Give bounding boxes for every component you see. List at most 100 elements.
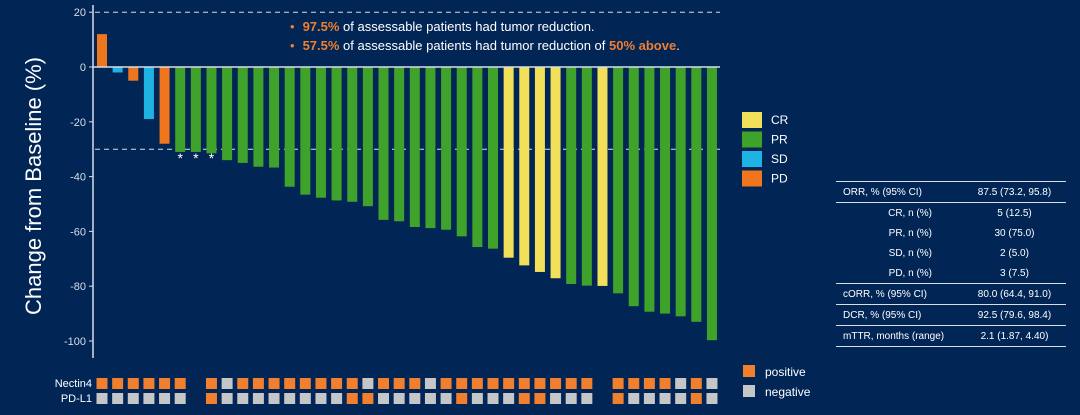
- asterisk-mark: *: [209, 150, 215, 166]
- bar-38-PR: [675, 67, 686, 317]
- bar-10-PR: [237, 67, 248, 163]
- bar-28-CR: [519, 67, 530, 266]
- biomarker-negative: [659, 393, 671, 404]
- bar-22-PR: [425, 67, 436, 229]
- table-row: mTTR, months (range) 2.1 (1.87, 4.40): [836, 325, 1066, 347]
- biomarker-positive: [378, 378, 390, 389]
- biomarker-positive: [409, 378, 421, 389]
- biomarker-positive: [205, 393, 217, 404]
- biomarker-positive: [628, 378, 640, 389]
- legend-swatch-CR: [742, 112, 762, 128]
- bar-30-CR: [550, 67, 561, 279]
- biomarker-positive: [205, 378, 217, 389]
- biomarker-positive: [440, 378, 452, 389]
- biomarker-negative: [440, 393, 452, 404]
- biomarker-positive: [315, 378, 327, 389]
- table-label: DCR, % (95% CI): [843, 309, 922, 321]
- table-label: PD, n (%): [888, 267, 932, 279]
- legend-label-PR: PR: [771, 133, 788, 147]
- asterisk-mark: *: [193, 150, 199, 166]
- bar-12-PR: [269, 67, 280, 168]
- biomarker-positive: [581, 378, 593, 389]
- bar-27-CR: [503, 67, 514, 258]
- biomarker-positive: [143, 378, 155, 389]
- biomarker-negative: [284, 393, 296, 404]
- legend-swatch-PR: [742, 131, 762, 148]
- biomarker-positive: [174, 378, 186, 389]
- biomarker-negative: [409, 393, 421, 404]
- biomarker-positive: [534, 378, 546, 389]
- biomarker-positive: [112, 378, 124, 389]
- biomarker-negative: [252, 393, 264, 404]
- table-label: ORR, % (95% CI): [843, 186, 922, 198]
- biomarker-negative: [675, 393, 687, 404]
- table-row: CR, n (%) 5 (12.5): [836, 202, 1066, 223]
- bar-1-PD: [97, 34, 107, 67]
- table-row: PD, n (%) 3 (7.5): [836, 263, 1066, 283]
- table-label: cORR, % (95% CI): [843, 288, 927, 300]
- bar-5-PD: [159, 67, 170, 144]
- biomarker-negative: [378, 393, 390, 404]
- biomarker-positive: [393, 378, 405, 389]
- biomarker-positive: [690, 378, 702, 389]
- biomarker-positive: [96, 378, 108, 389]
- biomarker-negative: [237, 393, 249, 404]
- response-summary-table: ORR, % (95% CI) 87.5 (73.2, 95.8) CR, n (%…: [836, 181, 1066, 347]
- bar-37-PR: [660, 67, 671, 314]
- biomarker-positive: [331, 378, 343, 389]
- asterisk-mark: *: [177, 150, 183, 166]
- biomarker-negative: [127, 393, 139, 404]
- biomarker-negative: [581, 393, 593, 404]
- biomarker-positive: [362, 393, 374, 404]
- legend-swatch-SD: [742, 151, 762, 167]
- biomarker-negative: [393, 393, 405, 404]
- biomarker-negative: [96, 393, 108, 404]
- biomarker-negative: [299, 393, 311, 404]
- biomarker-negative: [174, 393, 186, 404]
- bar-11-PR: [253, 67, 264, 167]
- legend-label-SD: SD: [771, 152, 788, 166]
- biomarker-negative: [221, 393, 233, 404]
- biomarker-positive: [456, 393, 468, 404]
- table-row: PR, n (%) 30 (75.0): [836, 223, 1066, 243]
- biomarker-negative: [424, 393, 436, 404]
- biomarker-label-Nectin4: Nectin4: [55, 378, 92, 390]
- bar-31-PR: [566, 67, 577, 285]
- biomarker-positive: [518, 393, 530, 404]
- biomarker-negative: [643, 393, 655, 404]
- bar-20-PR: [394, 67, 405, 222]
- biomarker-positive: [503, 378, 515, 389]
- table-value: 92.5 (79.6, 98.4): [977, 309, 1052, 321]
- biomarker-negative: [112, 393, 124, 404]
- legend-swatch-positive: [743, 365, 755, 377]
- biomarker-negative: [315, 393, 327, 404]
- bar-15-PR: [315, 67, 326, 198]
- table-row: SD, n (%) 2 (5.0): [836, 243, 1066, 263]
- biomarker-positive: [252, 378, 264, 389]
- biomarker-positive: [159, 378, 171, 389]
- y-tick-label: 0: [80, 62, 86, 74]
- annotation-line-1: • 97.5% of assessable patients had tumor …: [290, 19, 595, 34]
- bar-23-PR: [441, 67, 452, 230]
- biomarker-positive: [643, 378, 655, 389]
- bar-6-PR: [175, 67, 186, 152]
- biomarker-negative: [487, 393, 499, 404]
- bar-8-PR: [206, 67, 217, 154]
- biomarker-negative: [268, 393, 280, 404]
- biomarker-positive: [237, 378, 249, 389]
- biomarker-negative: [159, 393, 171, 404]
- table-label: mTTR, months (range): [843, 330, 945, 342]
- biomarker-positive: [299, 378, 311, 389]
- table-value: 30 (75.0): [994, 227, 1035, 239]
- bar-2-SD: [112, 67, 123, 73]
- bar-24-PR: [456, 67, 467, 237]
- y-tick-label: -40: [70, 172, 86, 184]
- biomarker-positive: [612, 393, 624, 404]
- table-value: 2.1 (1.87, 4.40): [980, 330, 1049, 342]
- table-row: DCR, % (95% CI) 92.5 (79.6, 98.4): [836, 304, 1066, 325]
- y-tick-label: -100: [64, 336, 86, 348]
- legend-label-positive: positive: [765, 365, 806, 379]
- y-tick-label: 20: [74, 7, 86, 19]
- biomarker-negative: [424, 378, 436, 389]
